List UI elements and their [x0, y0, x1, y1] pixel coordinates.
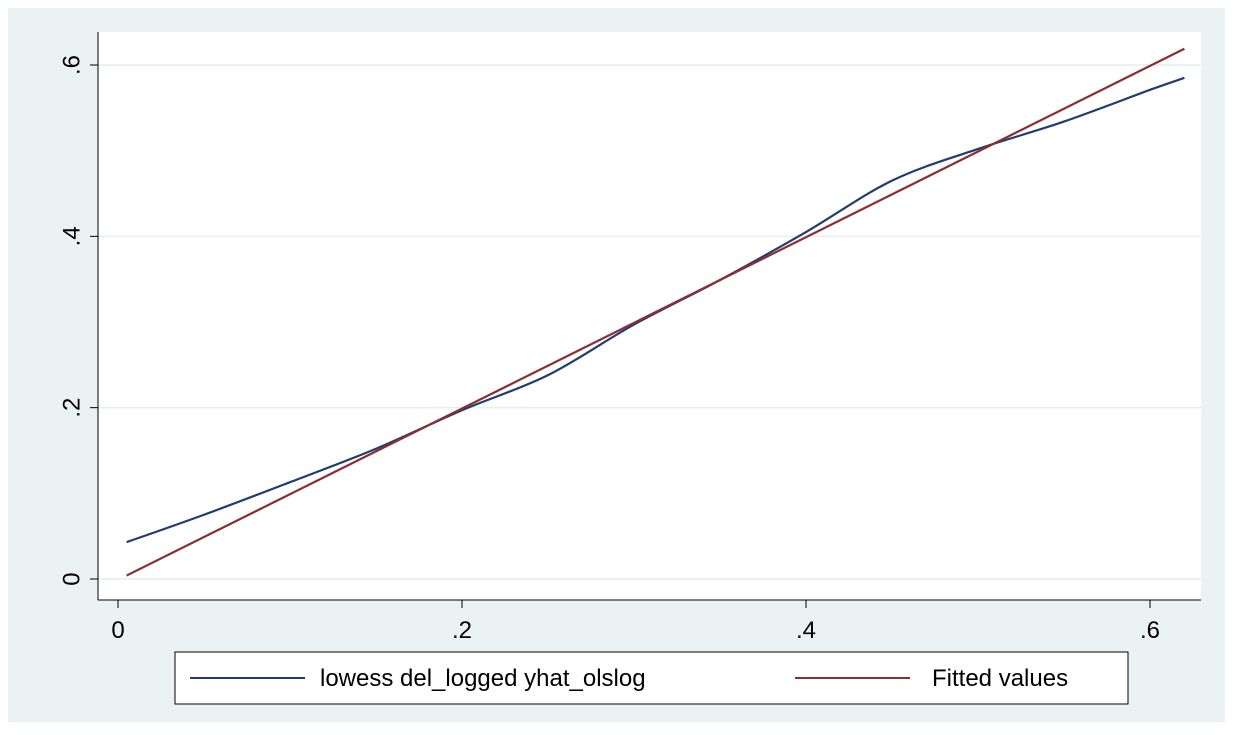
- y-tick-label-0: 0: [59, 572, 86, 585]
- legend: lowess del_logged yhat_olslog Fitted val…: [174, 651, 1129, 705]
- legend-box: [174, 651, 1129, 705]
- x-tick-label-1: .2: [452, 617, 472, 644]
- axes: [97, 32, 1201, 601]
- legend-label-fitted: Fitted values: [932, 665, 1068, 692]
- series-layer: [126, 47, 1185, 577]
- y-tick-label-1: .2: [59, 398, 86, 418]
- x-tick-label-3: .6: [1140, 617, 1160, 644]
- legend-label-lowess: lowess del_logged yhat_olslog: [320, 665, 646, 692]
- y-tick-label-2: .4: [59, 226, 86, 246]
- x-tick-label-0: 0: [111, 617, 124, 644]
- x-axis-ticks: 0 .2 .4 .6: [111, 600, 1160, 644]
- series-line-1: [126, 47, 1185, 577]
- x-tick-label-2: .4: [796, 617, 816, 644]
- y-axis-ticks: 0 .2 .4 .6: [59, 55, 98, 586]
- gridlines: [98, 64, 1201, 580]
- y-tick-label-3: .6: [59, 55, 86, 75]
